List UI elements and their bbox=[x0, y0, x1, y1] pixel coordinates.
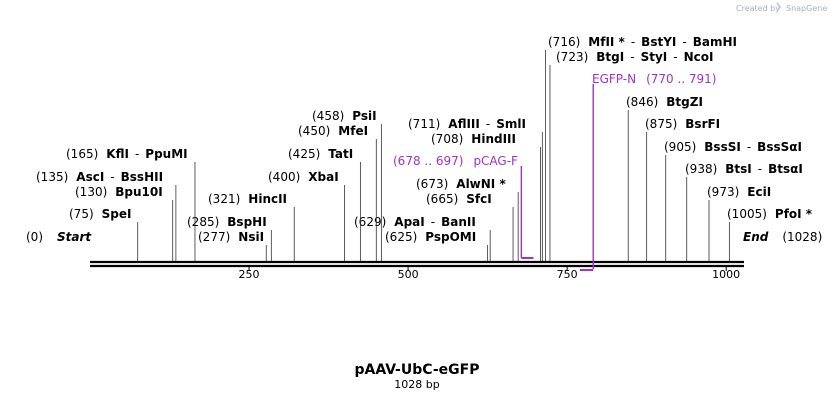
site-label: (135) AscI - BssHII bbox=[36, 170, 163, 184]
site-label: (285) BspHI bbox=[187, 215, 267, 229]
plasmid-name: pAAV-UbC-eGFP bbox=[355, 362, 480, 378]
credit-brand: SnapGene bbox=[786, 4, 827, 13]
site-label: (973) EciI bbox=[707, 185, 771, 199]
plasmid-backbone bbox=[90, 260, 744, 268]
feature-label: EGFP-N (770 .. 791) bbox=[592, 72, 717, 86]
site-label: (400) XbaI bbox=[268, 170, 339, 184]
end-label: End (1028) bbox=[743, 230, 822, 244]
site-label: (846) BtgZI bbox=[626, 95, 703, 109]
plasmid-length: 1028 bp bbox=[394, 378, 439, 391]
scale-tick-label: 250 bbox=[239, 268, 260, 281]
scale-tick-label: 500 bbox=[398, 268, 419, 281]
site-label: (625) PspOMI bbox=[385, 230, 476, 244]
site-label: (905) BssSI - BssSαI bbox=[664, 140, 802, 154]
start-label: (0) Start bbox=[26, 230, 92, 244]
site-label: (629) ApaI - BanII bbox=[354, 215, 476, 229]
site-label: (1005) PfoI * bbox=[727, 207, 813, 221]
site-label: (938) BtsI - BtsαI bbox=[685, 162, 803, 176]
site-leader-lines bbox=[137, 50, 730, 261]
scale-ticks: 250 500 750 1000 bbox=[239, 266, 740, 281]
site-label: (716) MfII * - BstYI - BamHI bbox=[548, 35, 737, 49]
primer-features: (678 .. 697) pCAG-F EGFP-N (770 .. 791) bbox=[393, 72, 717, 271]
snapgene-logo-icon bbox=[776, 2, 781, 12]
site-label: (450) MfeI bbox=[298, 124, 368, 138]
site-label: (665) SfcI bbox=[426, 192, 492, 206]
site-label: (277) NsiI bbox=[198, 230, 264, 244]
site-label: (875) BsrFI bbox=[645, 117, 720, 131]
site-label: (130) Bpu10I bbox=[75, 185, 163, 199]
site-label: (165) KflI - PpuMI bbox=[66, 147, 188, 161]
site-label: (75) SpeI bbox=[69, 207, 131, 221]
site-label: (321) HincII bbox=[208, 192, 287, 206]
site-label: (723) BtgI - StyI - NcoI bbox=[556, 50, 713, 64]
site-label: (458) PsiI bbox=[312, 109, 377, 123]
site-labels: (0) Start End (1028) (75) SpeI(130) Bpu10I(1… bbox=[26, 35, 822, 244]
scale-tick-label: 1000 bbox=[712, 268, 740, 281]
feature-label: (678 .. 697) pCAG-F bbox=[393, 154, 518, 168]
site-label: (425) TatI bbox=[288, 147, 353, 161]
scale-tick-label: 750 bbox=[557, 268, 578, 281]
site-label: (711) AflIII - SmlI bbox=[408, 117, 526, 131]
site-label: (708) HindIII bbox=[431, 132, 516, 146]
credit-text: Created by bbox=[736, 4, 780, 13]
site-label: (673) AlwNI * bbox=[416, 177, 506, 191]
